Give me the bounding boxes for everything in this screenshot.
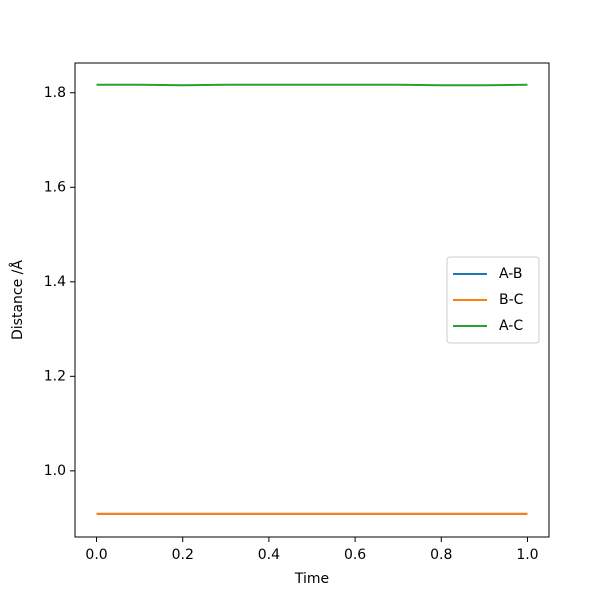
x-tick-label: 1.0 <box>516 547 538 563</box>
x-axis-label: Time <box>294 571 329 587</box>
legend-label: A-B <box>499 266 522 282</box>
x-tick-label: 0.4 <box>258 547 280 563</box>
x-tick-label: 0.6 <box>344 547 366 563</box>
plot-frame <box>74 62 550 538</box>
y-tick-label: 1.4 <box>44 274 66 290</box>
y-axis-label: Distance /Å <box>9 260 26 340</box>
legend: A-B B-C A-C <box>446 256 540 344</box>
x-tick-label: 0.0 <box>85 547 107 563</box>
x-tick-label: 0.2 <box>172 547 194 563</box>
legend-label: A-C <box>499 318 523 334</box>
y-tick-label: 1.6 <box>44 179 66 195</box>
legend-label: B-C <box>499 292 524 308</box>
y-tick-label: 1.2 <box>44 368 66 384</box>
y-tick-label: 1.0 <box>44 463 66 479</box>
x-tick-label: 0.8 <box>430 547 452 563</box>
legend-box <box>446 256 540 344</box>
y-tick-label: 1.8 <box>44 85 66 101</box>
